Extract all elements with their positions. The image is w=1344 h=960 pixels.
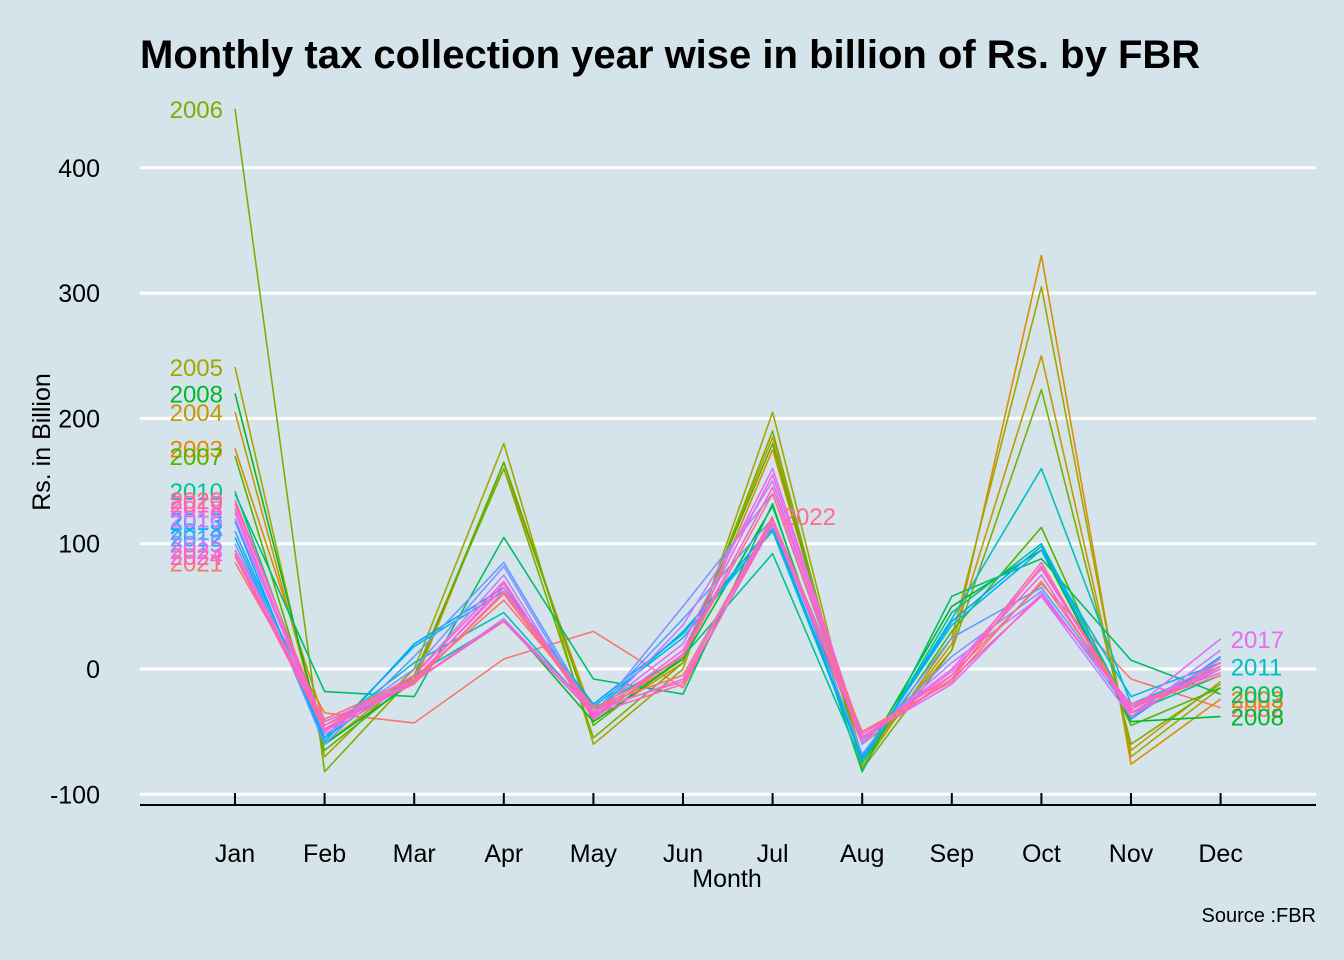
series-line-2014: [234, 517, 1221, 756]
y-tick-label: 0: [86, 656, 100, 684]
x-tick-label: Jun: [663, 840, 703, 868]
series-label-end-2009: 2009: [1231, 682, 1284, 709]
series-label-end-2017: 2017: [1231, 627, 1284, 654]
y-tick-label: 300: [58, 280, 100, 308]
series-label-start-2015: 2015: [170, 532, 223, 559]
x-tick-label: Sep: [930, 840, 974, 868]
grid-lines: [140, 166, 1316, 796]
series-label-end-2003: 2003: [1231, 687, 1284, 714]
series-line-2024: [234, 524, 1221, 741]
x-tick-label: Aug: [840, 840, 884, 868]
series-line-2010: [234, 490, 1221, 764]
series-line-2023: [234, 520, 1221, 738]
x-tick-label: Dec: [1198, 840, 1242, 868]
series-line-2021: [234, 517, 1221, 733]
series-label-end-2011: 2011: [1231, 654, 1283, 681]
series-label-start-2023: 2023: [170, 538, 223, 565]
y-axis-label: Rs. in Billion: [28, 373, 56, 511]
series-label-start-2012: 2012: [170, 525, 223, 552]
y-tick-label: -100: [50, 781, 100, 809]
series-label-start-2005: 2005: [170, 355, 223, 382]
axes: -100 0 100 200 300 400 Jan Feb Mar Apr May Jun Jul Au…: [50, 155, 1316, 868]
series-line-2006: [234, 108, 1222, 773]
series-label-start-2019: 2019: [170, 492, 223, 519]
x-axis-label: Month: [692, 865, 761, 893]
series-lines: [234, 108, 1222, 773]
series-label-start-2008: 2008: [170, 381, 223, 408]
series-label-start-2013: 2013: [170, 509, 223, 536]
x-tick-label: Jul: [757, 840, 789, 868]
x-tick-label: Oct: [1022, 840, 1061, 868]
series-label-end-2022: 2022: [783, 504, 836, 531]
x-tick-label: Mar: [393, 840, 436, 868]
source-caption: Source :FBR: [1202, 905, 1316, 927]
y-tick-label: 200: [58, 405, 100, 433]
series-label-start-2003: 2003: [170, 436, 223, 463]
series-labels: 2002200320032004200520062007200820082009…: [170, 97, 1284, 732]
series-label-start-2016: 2016: [170, 507, 223, 534]
chart-title: Monthly tax collection year wise in bill…: [140, 33, 1200, 77]
x-tick-label: Apr: [484, 840, 523, 868]
y-tick-label: 400: [58, 155, 100, 183]
series-label-start-2004: 2004: [170, 400, 223, 427]
series-label-start-2007: 2007: [170, 444, 223, 471]
series-line-2004: [234, 354, 1222, 764]
x-tick-label: Feb: [303, 840, 346, 868]
series-label-start-2021: 2021: [170, 550, 223, 577]
series-label-start-2024: 2024: [170, 544, 223, 571]
series-label-end-2002: 2002: [1231, 696, 1284, 723]
series-line-2013: [234, 520, 1222, 761]
series-label-start-2018: 2018: [170, 497, 223, 524]
x-tick-label: Nov: [1109, 840, 1154, 868]
series-label-end-2008: 2008: [1231, 705, 1284, 732]
series-line-2020: [234, 492, 1221, 739]
series-line-2019: [234, 486, 1222, 736]
series-label-start-2020: 2020: [170, 488, 223, 515]
x-tick-label: May: [570, 840, 618, 868]
series-label-start-2014: 2014: [170, 519, 223, 546]
series-label-start-2010: 2010: [170, 479, 223, 506]
series-line-2022: [234, 515, 774, 727]
series-line-2011: [234, 467, 1221, 761]
series-label-start-2006: 2006: [170, 97, 223, 124]
x-tick-label: Jan: [215, 840, 255, 868]
y-tick-label: 100: [58, 531, 100, 559]
